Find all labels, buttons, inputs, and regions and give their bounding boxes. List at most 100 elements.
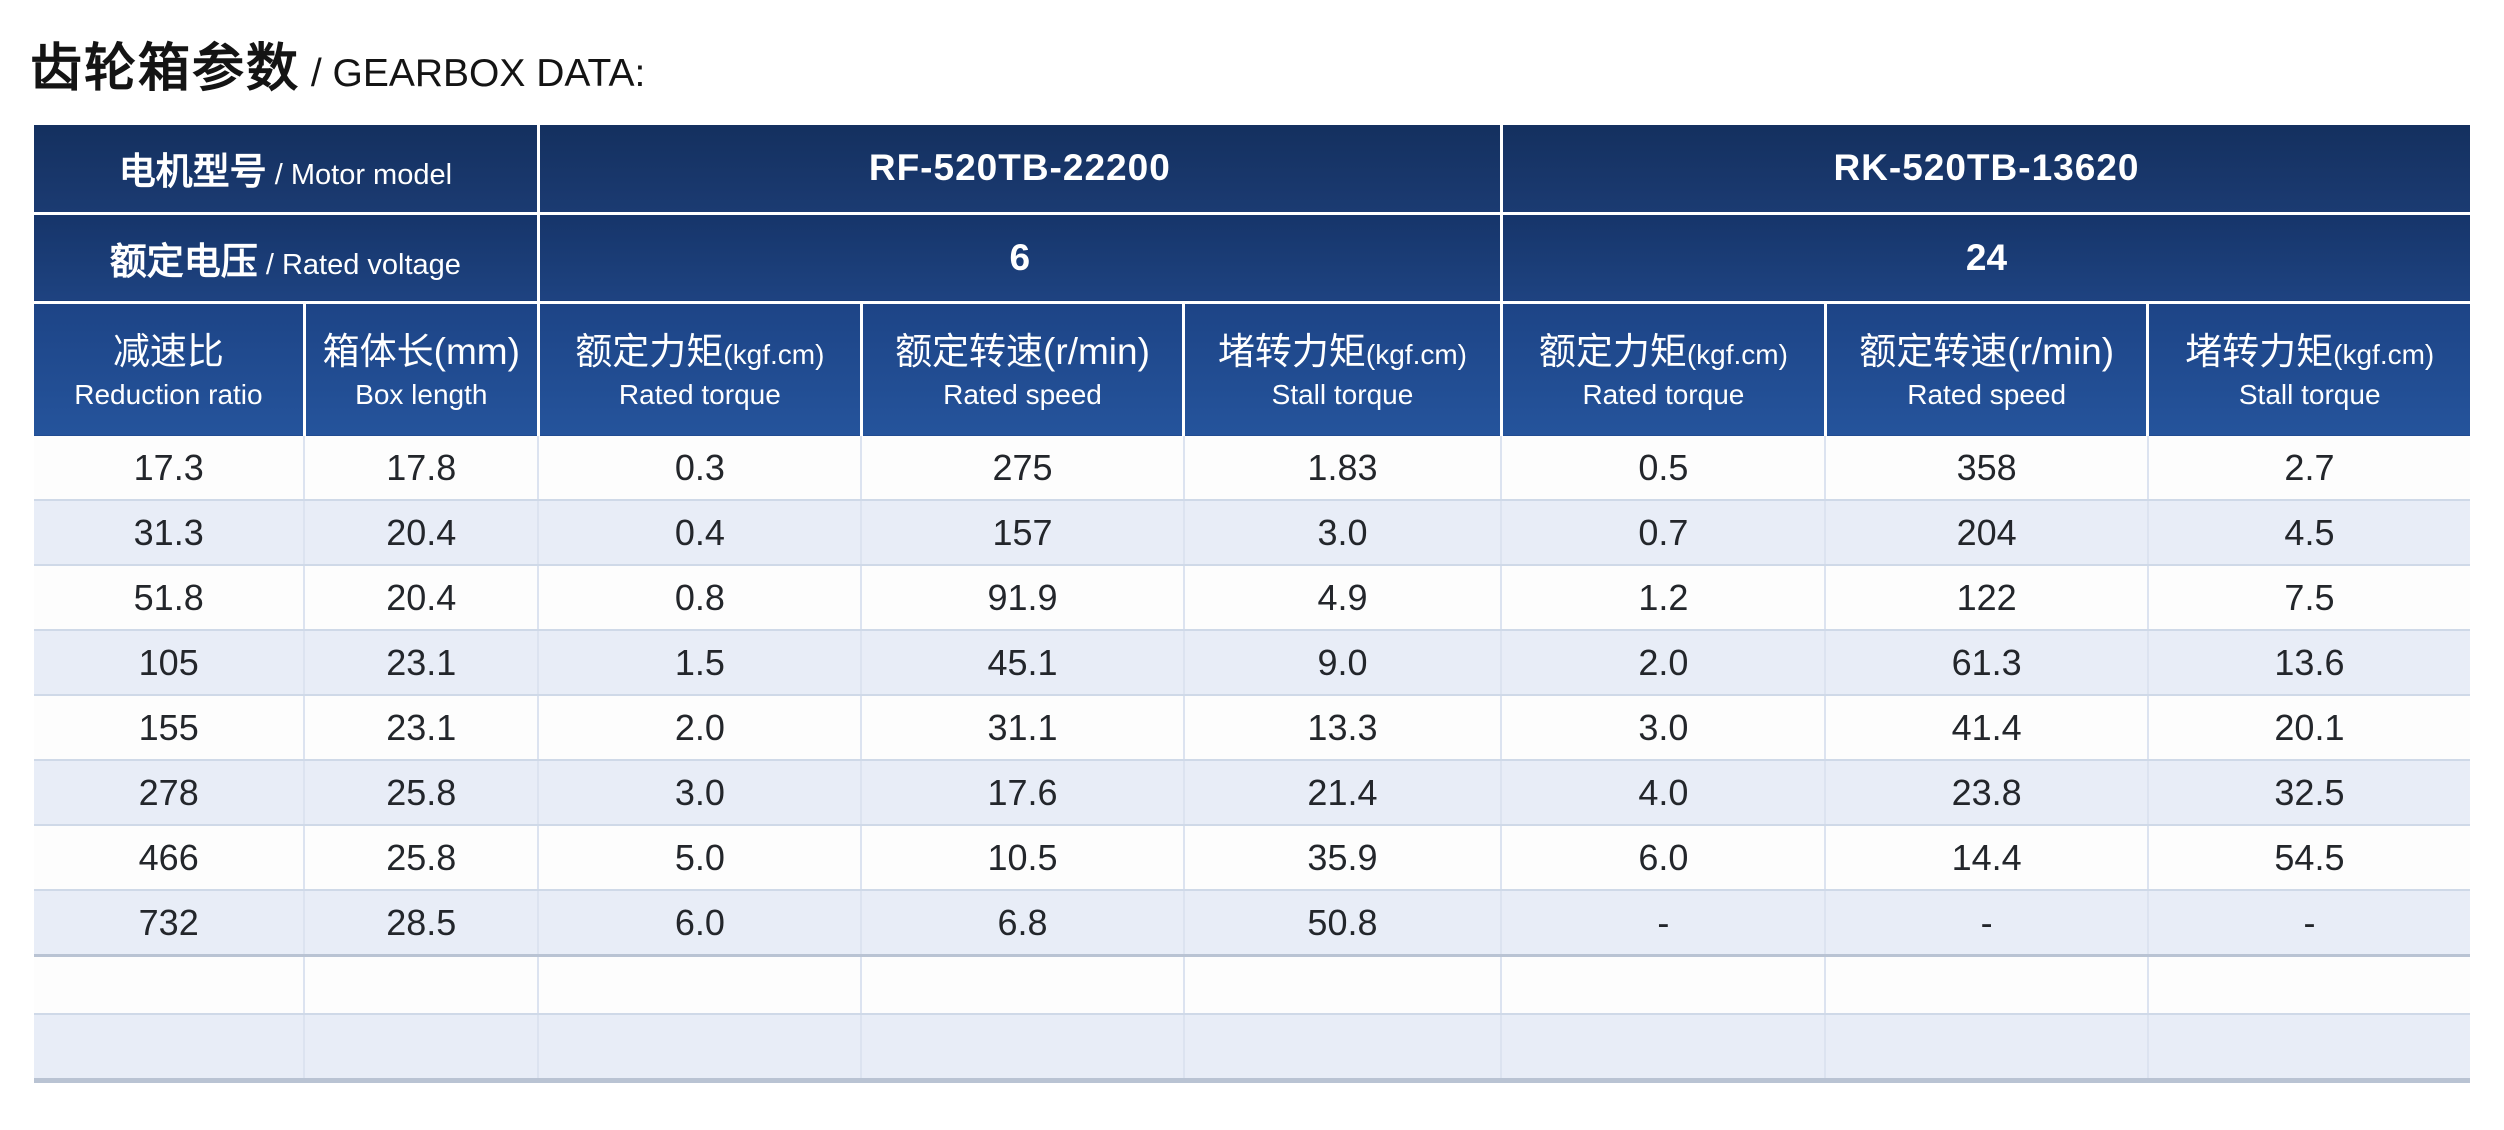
table-cell: 1.2 xyxy=(1501,565,1827,631)
table-header: 电机型号 / Motor model RF-520TB-22200 RK-520… xyxy=(34,125,2470,436)
column-header-zh: 减速比 xyxy=(112,330,224,372)
column-header-zh: 额定转速(r/min) xyxy=(1859,330,2115,372)
table-cell: 155 xyxy=(34,695,306,761)
rated-voltage-label-en: / Rated voltage xyxy=(257,248,461,281)
table-cell: 3.0 xyxy=(1501,695,1827,761)
motor-model-label: 电机型号 / Motor model xyxy=(34,125,540,215)
rated-voltage-row: 额定电压 / Rated voltage 6 24 xyxy=(34,213,2470,304)
column-header: 额定力矩(kgf.cm) Rated torque xyxy=(1501,302,1827,436)
column-header-row: 减速比 Reduction ratio 箱体长(mm) Box length 额定力矩(… xyxy=(34,302,2470,436)
column-header: 减速比 Reduction ratio xyxy=(34,302,306,436)
table-cell: 23.1 xyxy=(304,630,540,696)
table-row: 155 23.1 2.0 31.1 13.3 3.0 41.4 20.1 xyxy=(34,695,2470,761)
column-header: 堵转力矩(kgf.cm) Stall torque xyxy=(2147,302,2470,436)
page-title-en: / GEARBOX DATA: xyxy=(300,52,646,95)
table-cell: 2.0 xyxy=(538,695,863,761)
column-header-en: Reduction ratio xyxy=(74,378,263,410)
table-cell: 6.0 xyxy=(538,890,863,957)
rated-voltage-label-zh: 额定电压 xyxy=(109,240,258,282)
column-header-en: Rated speed xyxy=(943,378,1102,410)
table-cell: 2.7 xyxy=(2147,436,2470,501)
table-cell: 41.4 xyxy=(1825,695,2149,761)
table-cell xyxy=(34,1014,306,1083)
table-cell: 20.4 xyxy=(304,565,540,631)
table-cell: 45.1 xyxy=(861,630,1185,696)
table-cell: 122 xyxy=(1825,565,2149,631)
column-header-en: Stall torque xyxy=(1271,378,1414,410)
column-header: 堵转力矩(kgf.cm) Stall torque xyxy=(1183,302,1503,436)
rated-voltage-rk: 24 xyxy=(1501,213,2470,304)
table-cell: 14.4 xyxy=(1825,825,2149,891)
table-row: 278 25.8 3.0 17.6 21.4 4.0 23.8 32.5 xyxy=(34,760,2470,826)
column-header-zh: 额定转速(r/min) xyxy=(895,330,1150,372)
table-cell: 17.3 xyxy=(34,436,306,501)
table-row: 31.3 20.4 0.4 157 3.0 0.7 204 4.5 xyxy=(34,500,2470,566)
table-cell xyxy=(304,1014,540,1083)
table-row: 17.3 17.8 0.3 275 1.83 0.5 358 2.7 xyxy=(34,436,2470,501)
table-cell: 23.1 xyxy=(304,695,540,761)
table-cell: 466 xyxy=(34,825,306,891)
table-cell xyxy=(1825,1014,2149,1083)
table-cell: 0.3 xyxy=(538,436,863,501)
table-cell: 278 xyxy=(34,760,306,826)
table-row: 466 25.8 5.0 10.5 35.9 6.0 14.4 54.5 xyxy=(34,825,2470,891)
table-cell: 204 xyxy=(1825,500,2149,566)
table-row xyxy=(34,954,2470,1015)
table-cell: 20.1 xyxy=(2147,695,2470,761)
table-cell: 17.8 xyxy=(304,436,540,501)
gearbox-data-table: 电机型号 / Motor model RF-520TB-22200 RK-520… xyxy=(34,125,2470,1083)
table-cell: 0.4 xyxy=(538,500,863,566)
column-header-zh: 堵转力矩(kgf.cm) xyxy=(2185,330,2435,372)
table-cell xyxy=(2147,954,2470,1015)
column-header-unit: (kgf.cm) xyxy=(2333,338,2435,370)
column-header-zh: 额定力矩(kgf.cm) xyxy=(1538,330,1788,372)
table-cell: 31.1 xyxy=(861,695,1185,761)
table-row: 105 23.1 1.5 45.1 9.0 2.0 61.3 13.6 xyxy=(34,630,2470,696)
table-cell: 2.0 xyxy=(1501,630,1827,696)
rated-voltage-rf-value: 6 xyxy=(1009,236,1031,278)
table-body: 17.3 17.8 0.3 275 1.83 0.5 358 2.7 31.3 20.4 0.4 15… xyxy=(34,436,2470,1083)
table-cell: 35.9 xyxy=(1183,825,1503,891)
table-cell: 61.3 xyxy=(1825,630,2149,696)
motor-model-row: 电机型号 / Motor model RF-520TB-22200 RK-520… xyxy=(34,125,2470,215)
page-title-zh: 齿轮箱参数 xyxy=(30,40,301,98)
motor-model-label-en: / Motor model xyxy=(266,159,453,192)
table-row: 732 28.5 6.0 6.8 50.8- - - xyxy=(34,890,2470,957)
table-cell: 1.83 xyxy=(1183,436,1503,501)
table-cell: 25.8 xyxy=(304,825,540,891)
table-cell: 32.5 xyxy=(2147,760,2470,826)
table-cell: 31.3 xyxy=(34,500,306,566)
table-cell xyxy=(861,954,1185,1015)
column-header-en: Box length xyxy=(355,378,488,410)
table-cell: 3.0 xyxy=(538,760,863,826)
motor-model-rk-name: RK-520TB-13620 xyxy=(1833,147,2140,189)
table-cell: 21.4 xyxy=(1183,760,1503,826)
table-cell xyxy=(1501,1014,1827,1083)
table-cell: 275 xyxy=(861,436,1185,501)
table-cell: 91.9 xyxy=(861,565,1185,631)
table-cell: 17.6 xyxy=(861,760,1185,826)
table-cell xyxy=(538,1014,863,1083)
table-cell: 20.4 xyxy=(304,500,540,566)
table-cell xyxy=(861,1014,1185,1083)
table-cell: 4.0 xyxy=(1501,760,1827,826)
motor-model-label-zh: 电机型号 xyxy=(118,151,267,193)
column-header-zh: 堵转力矩(kgf.cm) xyxy=(1217,330,1468,372)
rated-voltage-label: 额定电压 / Rated voltage xyxy=(34,213,540,304)
table-cell xyxy=(34,954,306,1015)
column-header-unit: (kgf.cm) xyxy=(1686,338,1788,370)
motor-model-rf-name: RF-520TB-22200 xyxy=(868,147,1171,189)
column-header-en: Stall torque xyxy=(2238,378,2381,410)
table-cell xyxy=(1825,954,2149,1015)
rated-voltage-rk-value: 24 xyxy=(1965,236,2008,278)
table-cell: 6.8 xyxy=(861,890,1185,957)
table-cell: 9.0 xyxy=(1183,630,1503,696)
page-title: 齿轮箱参数 / GEARBOX DATA: xyxy=(30,26,2504,101)
table-cell xyxy=(304,954,540,1015)
table-cell: 50.8 xyxy=(1183,890,1503,957)
motor-model-rk: RK-520TB-13620 xyxy=(1501,125,2470,215)
table-cell: 54.5 xyxy=(2147,825,2470,891)
table-cell: 1.5 xyxy=(538,630,863,696)
table-cell xyxy=(1183,1014,1503,1083)
table-cell: 0.7 xyxy=(1501,500,1827,566)
